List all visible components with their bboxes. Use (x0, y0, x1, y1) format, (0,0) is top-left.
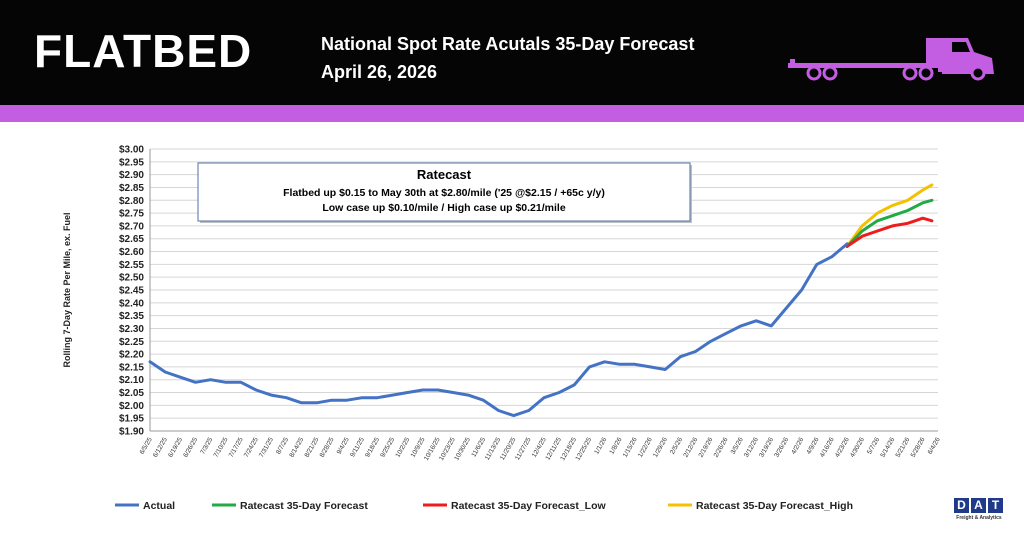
y-axis-label: Rolling 7-Day Rate Per Mile, ex. Fuel (62, 212, 72, 367)
semi-truck-icon (788, 38, 994, 81)
series-line-1 (845, 198, 934, 248)
y-tick-label: $2.65 (119, 234, 144, 245)
annotation-line: Low case up $0.10/mile / High case up $0… (322, 202, 566, 214)
logo-letter: T (988, 498, 1003, 513)
logo-tagline: Freight & Analytics (956, 515, 1002, 521)
y-tick-label: $1.90 (119, 427, 144, 438)
x-tick-label: 2/26/26 (713, 436, 730, 459)
x-tick-label: 1/29/26 (652, 436, 669, 459)
spot-rate-chart: $1.90 $1.95 $2.00 $2.05 $2.10 $2.15$2.20 $2.25… (62, 145, 942, 513)
y-tick-label: $2.35 (119, 311, 144, 322)
x-tick-label: 1/1/26 (593, 436, 608, 455)
y-tick-label: $2.20 (119, 350, 144, 361)
y-tick-label: $2.25 (119, 337, 144, 348)
y-tick-label: $2.75 (119, 209, 144, 220)
x-tick-label: 2/5/26 (669, 436, 684, 455)
y-tick-label: $2.00 (119, 401, 144, 412)
x-tick-label: 6/4/26 (927, 436, 942, 455)
y-tick-label: $2.80 (119, 196, 144, 207)
x-tick-label: 7/3/25 (199, 436, 214, 455)
x-tick-label: 6/5/25 (139, 436, 154, 455)
y-tick-label: $2.30 (119, 324, 144, 335)
brand-title: FLATBED (34, 25, 253, 77)
y-tick-label: $2.10 (119, 375, 144, 386)
y-tick-label: $2.85 (119, 183, 144, 194)
x-tick-label: 7/31/25 (258, 436, 275, 459)
x-tick-label: 3/5/26 (730, 436, 745, 455)
y-tick-label: $2.15 (119, 362, 144, 373)
y-tick-label: $2.90 (119, 170, 144, 181)
header-bar (0, 0, 1024, 105)
dat-logo: D A T Freight & Analytics (954, 498, 1004, 528)
accent-band (0, 105, 1024, 122)
annotation-line: Flatbed up $0.15 to May 30th at $2.80/mi… (283, 187, 605, 199)
y-tick-label: $1.95 (119, 414, 144, 425)
y-tick-label: $2.45 (119, 286, 144, 297)
x-tick-label: 4/30/26 (849, 436, 866, 459)
x-tick-label: 4/9/26 (805, 436, 820, 455)
y-tick-label: $2.70 (119, 221, 144, 232)
y-tick-label: $2.40 (119, 298, 144, 309)
y-tick-label: $2.60 (119, 247, 144, 258)
legend-item: Ratecast 35-Day Forecast_High (696, 500, 853, 512)
x-tick-label: 8/7/25 (275, 436, 290, 455)
y-tick-label: $2.05 (119, 388, 144, 399)
y-tick-label: $2.55 (119, 260, 144, 271)
legend-item: Ratecast 35-Day Forecast_Low (451, 500, 606, 512)
y-tick-label: $2.50 (119, 273, 144, 284)
series-line-2 (845, 216, 934, 248)
x-tick-label: 6/26/25 (182, 436, 199, 459)
x-tick-label: 5/7/26 (866, 436, 881, 455)
x-tick-label: 9/4/25 (336, 436, 351, 455)
annotation-title: Ratecast (417, 167, 472, 182)
logo-letter: A (971, 498, 986, 513)
y-tick-label: $2.95 (119, 157, 144, 168)
annotation-box (197, 162, 691, 222)
x-tick-label: 3/26/26 (773, 436, 790, 459)
legend-item: Ratecast 35-Day Forecast (240, 500, 368, 512)
x-tick-label: 5/28/26 (910, 436, 927, 459)
legend-item: Actual (143, 500, 175, 512)
y-tick-label: $3.00 (119, 145, 144, 156)
logo-letter: D (954, 498, 969, 513)
x-tick-label: 1/8/26 (608, 436, 623, 455)
page-title: National Spot Rate Acutals 35-Day Foreca… (321, 34, 695, 54)
series-line-0 (148, 242, 849, 418)
x-tick-label: 8/28/25 (319, 436, 336, 459)
series-line-3 (845, 183, 934, 248)
page-date: April 26, 2026 (321, 62, 438, 82)
x-tick-label: 4/2/26 (790, 436, 805, 455)
